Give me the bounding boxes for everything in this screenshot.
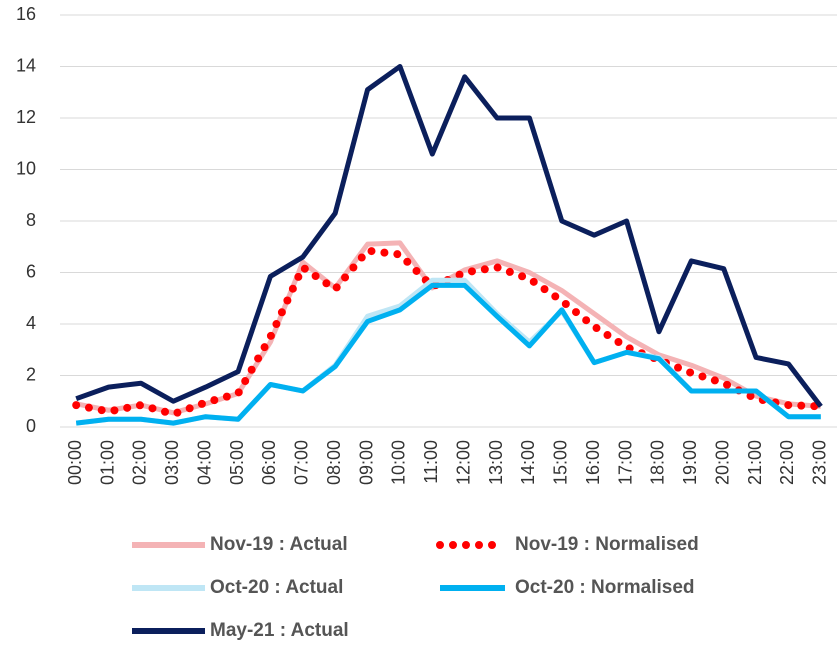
x-tick-label: 20:00 [712, 440, 732, 485]
x-tick-label: 18:00 [648, 440, 668, 485]
x-tick-label: 13:00 [486, 440, 506, 485]
legend-label: Oct-20 : Actual [210, 577, 343, 598]
x-tick-label: 21:00 [745, 440, 765, 485]
x-tick-label: 19:00 [680, 440, 700, 485]
x-tick-label: 06:00 [259, 440, 279, 485]
x-tick-label: 05:00 [227, 440, 247, 485]
x-tick-label: 07:00 [292, 440, 312, 485]
legend-label: Nov-19 : Actual [210, 534, 348, 555]
y-tick-label: 8 [26, 210, 36, 230]
y-tick-label: 16 [16, 4, 36, 24]
x-tick-label: 04:00 [194, 440, 214, 485]
x-tick-label: 11:00 [421, 440, 441, 484]
series-line [75, 277, 821, 426]
y-tick-label: 2 [26, 364, 36, 384]
x-tick-label: 09:00 [356, 440, 376, 485]
x-tick-label: 03:00 [162, 440, 182, 485]
x-tick-label: 00:00 [65, 440, 85, 485]
legend-label: Oct-20 : Normalised [515, 577, 695, 598]
x-tick-label: 10:00 [389, 440, 409, 485]
legend-label: May-21 : Actual [210, 620, 349, 641]
series-line [75, 282, 821, 426]
x-tick-label: 22:00 [777, 440, 797, 485]
x-tick-label: 08:00 [324, 440, 344, 485]
x-tick-label: 23:00 [810, 440, 830, 485]
y-tick-label: 14 [16, 55, 36, 75]
y-tick-label: 0 [26, 416, 36, 436]
x-tick-label: 17:00 [615, 440, 635, 485]
x-tick-label: 01:00 [97, 440, 117, 485]
y-tick-label: 4 [26, 313, 36, 333]
y-tick-label: 6 [26, 261, 36, 281]
y-tick-label: 12 [16, 107, 36, 127]
x-tick-label: 15:00 [551, 440, 571, 485]
x-tick-label: 14:00 [518, 440, 538, 485]
y-tick-label: 10 [16, 158, 36, 178]
x-tick-label: 12:00 [453, 440, 473, 485]
series-line [75, 64, 823, 408]
x-tick-label: 02:00 [130, 440, 150, 485]
x-tick-label: 16:00 [583, 440, 603, 485]
series-line [75, 240, 822, 416]
legend-label: Nov-19 : Normalised [515, 534, 699, 555]
